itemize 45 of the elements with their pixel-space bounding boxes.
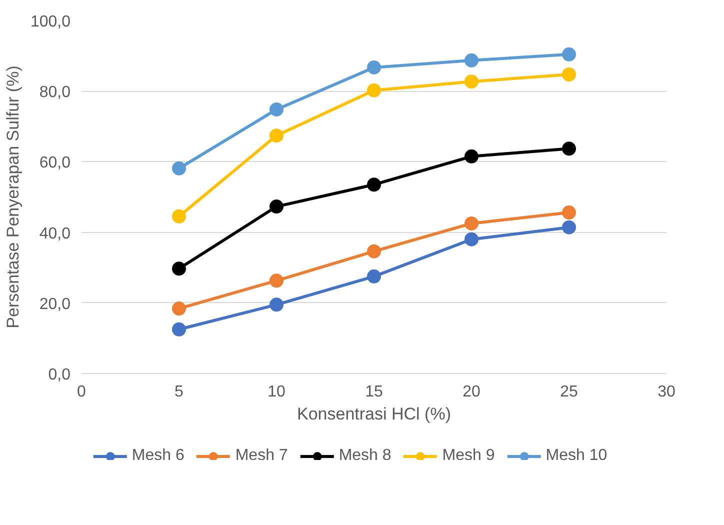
x-tick-label: 30 (658, 384, 676, 400)
y-tick-label: 100,0 (30, 14, 71, 30)
legend-label: Mesh 6 (132, 447, 184, 462)
point (270, 102, 284, 116)
point (367, 244, 381, 258)
point (562, 142, 576, 156)
point (562, 68, 576, 82)
point (270, 128, 284, 143)
point (464, 149, 478, 164)
point (562, 206, 576, 220)
point (464, 232, 478, 246)
x-tick-label: 5 (174, 384, 184, 400)
y-tick-label: 20,0 (39, 296, 71, 313)
x-tick-label: 20 (462, 384, 480, 400)
point (562, 220, 576, 234)
y-tick-label: 40,0 (39, 225, 71, 242)
legend-label: Mesh 9 (442, 447, 495, 462)
x-axis-title: Konsentrasi HCl (%) (297, 404, 452, 424)
legend-label: Mesh 7 (235, 447, 288, 462)
point (270, 298, 284, 312)
point (172, 209, 186, 224)
legend-label: Mesh 8 (338, 447, 392, 462)
x-tick-label: 15 (365, 384, 383, 400)
point (367, 269, 381, 284)
y-tick-label: 60,0 (39, 154, 71, 172)
legend-label: Mesh 10 (546, 447, 608, 462)
point (367, 83, 381, 98)
y-tick-label: 0,0 (48, 366, 71, 384)
point (464, 74, 478, 89)
y-axis-title: Persentase Penyerapan Sulfur (%) (3, 66, 22, 328)
point (464, 53, 478, 68)
point (464, 216, 478, 230)
point (172, 262, 186, 276)
x-tick-label: 10 (268, 384, 286, 400)
point (172, 302, 186, 316)
x-tick-label: 0 (77, 384, 86, 400)
point (270, 274, 284, 288)
point (172, 161, 186, 176)
point (172, 322, 186, 336)
y-tick-label: 80,0 (39, 84, 71, 102)
point (270, 200, 284, 214)
point (562, 47, 576, 62)
point (367, 60, 381, 74)
point (367, 178, 381, 192)
x-tick-label: 25 (560, 384, 578, 400)
